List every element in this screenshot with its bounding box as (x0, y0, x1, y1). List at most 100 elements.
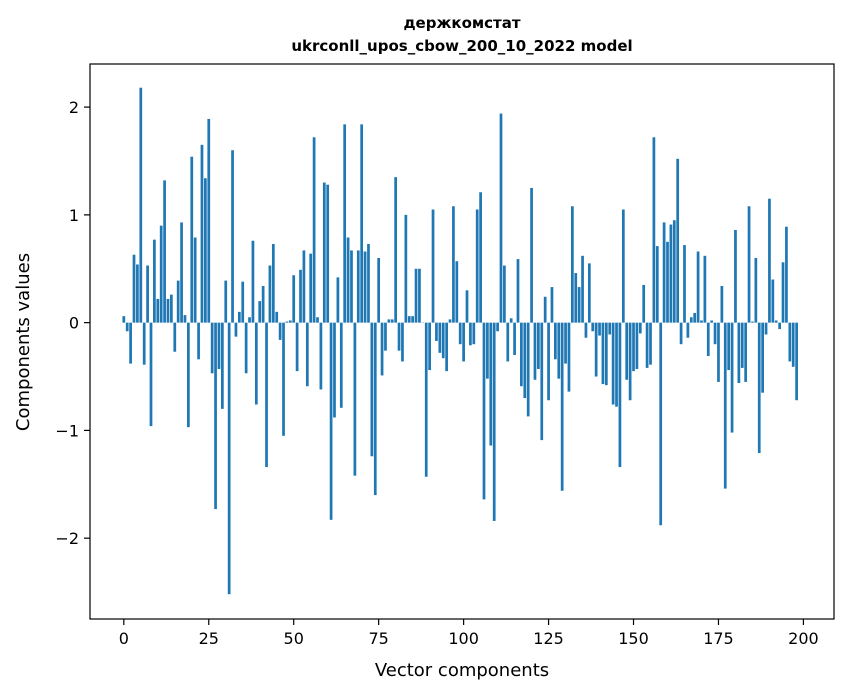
bar-35 (241, 281, 245, 323)
bar-177 (723, 322, 727, 489)
bar-40 (258, 301, 262, 323)
x-tick-label: 100 (448, 629, 479, 648)
bar-172 (706, 322, 710, 357)
y-axis-label: Components values (13, 253, 34, 431)
bar-57 (316, 317, 319, 323)
bar-115 (513, 322, 516, 355)
bar-50 (292, 275, 296, 323)
y-tick-label: −1 (55, 421, 79, 440)
bar-11 (159, 225, 163, 323)
bar-51 (295, 322, 299, 372)
bar-122 (537, 322, 540, 369)
bar-3 (132, 254, 136, 323)
bar-111 (499, 113, 503, 323)
bar-25 (207, 118, 211, 323)
x-tick-label: 125 (533, 629, 564, 648)
bar-49 (288, 320, 292, 323)
bar-146 (618, 322, 622, 468)
bar-103 (472, 322, 476, 345)
bar-126 (550, 287, 554, 323)
bar-45 (275, 311, 279, 323)
bar-92 (435, 322, 438, 341)
bar-140 (598, 322, 601, 336)
bar-152 (638, 322, 642, 334)
bar-170 (700, 320, 703, 323)
bar-9 (153, 239, 156, 323)
bar-198 (795, 322, 798, 401)
bar-39 (254, 322, 258, 405)
x-axis-label: Vector components (375, 660, 549, 681)
bar-160 (666, 241, 669, 323)
bar-55 (309, 253, 313, 323)
x-tick-label: 150 (618, 629, 649, 648)
bar-98 (455, 261, 459, 323)
bar-30 (224, 280, 228, 323)
bar-54 (305, 322, 309, 387)
y-tick-label: 2 (69, 98, 79, 117)
bar-1 (125, 322, 129, 332)
bar-38 (251, 240, 255, 323)
bar-129 (560, 322, 564, 491)
bar-63 (336, 277, 340, 323)
bar-73 (370, 322, 374, 457)
bar-135 (581, 255, 584, 323)
bar-69 (356, 250, 360, 323)
bar-164 (679, 322, 683, 345)
bar-171 (703, 255, 707, 323)
bar-113 (506, 322, 510, 362)
bar-189 (764, 322, 768, 335)
bar-133 (574, 273, 578, 323)
bar-132 (570, 206, 574, 323)
bar-185 (751, 321, 754, 323)
bar-131 (567, 322, 571, 392)
bar-178 (727, 322, 731, 371)
bar-99 (458, 322, 462, 345)
bar-173 (710, 320, 714, 323)
bar-65 (343, 124, 347, 323)
bar-138 (591, 322, 595, 332)
bar-86 (414, 268, 418, 323)
bar-16 (176, 280, 180, 323)
bar-165 (683, 245, 686, 323)
y-tick-label: −2 (55, 529, 79, 548)
bar-96 (448, 319, 452, 323)
y-tick-label: 1 (69, 206, 79, 225)
bar-66 (346, 237, 350, 323)
bar-191 (771, 279, 775, 323)
bar-156 (652, 137, 656, 323)
bar-23 (200, 144, 204, 323)
bar-13 (166, 298, 170, 323)
bar-81 (397, 322, 401, 351)
bar-142 (604, 322, 608, 386)
x-tick-label: 200 (788, 629, 819, 648)
bar-128 (557, 322, 561, 379)
bar-110 (496, 322, 499, 332)
chart-title: держкомстат (403, 14, 520, 32)
bar-137 (587, 263, 591, 323)
bar-159 (662, 222, 666, 323)
bar-83 (404, 214, 408, 323)
bar-19 (187, 322, 190, 428)
bar-149 (628, 322, 632, 401)
bar-182 (740, 322, 744, 368)
bar-188 (761, 322, 764, 393)
bar-167 (689, 317, 693, 323)
bar-20 (190, 156, 194, 323)
bar-150 (632, 322, 635, 372)
bar-162 (672, 220, 676, 323)
chart-subtitle: ukrconll_upos_cbow_200_10_2022 model (291, 37, 632, 55)
bar-102 (469, 322, 472, 346)
bar-153 (642, 284, 646, 323)
bar-90 (428, 322, 431, 371)
bar-183 (744, 322, 748, 382)
bar-143 (608, 322, 612, 335)
bar-100 (462, 322, 465, 362)
bar-47 (282, 322, 285, 436)
bar-194 (781, 262, 785, 323)
bar-169 (696, 251, 700, 323)
bar-80 (394, 177, 398, 323)
bar-127 (554, 322, 557, 360)
bar-6 (142, 322, 146, 365)
bar-195 (785, 226, 788, 323)
bar-109 (492, 322, 496, 521)
